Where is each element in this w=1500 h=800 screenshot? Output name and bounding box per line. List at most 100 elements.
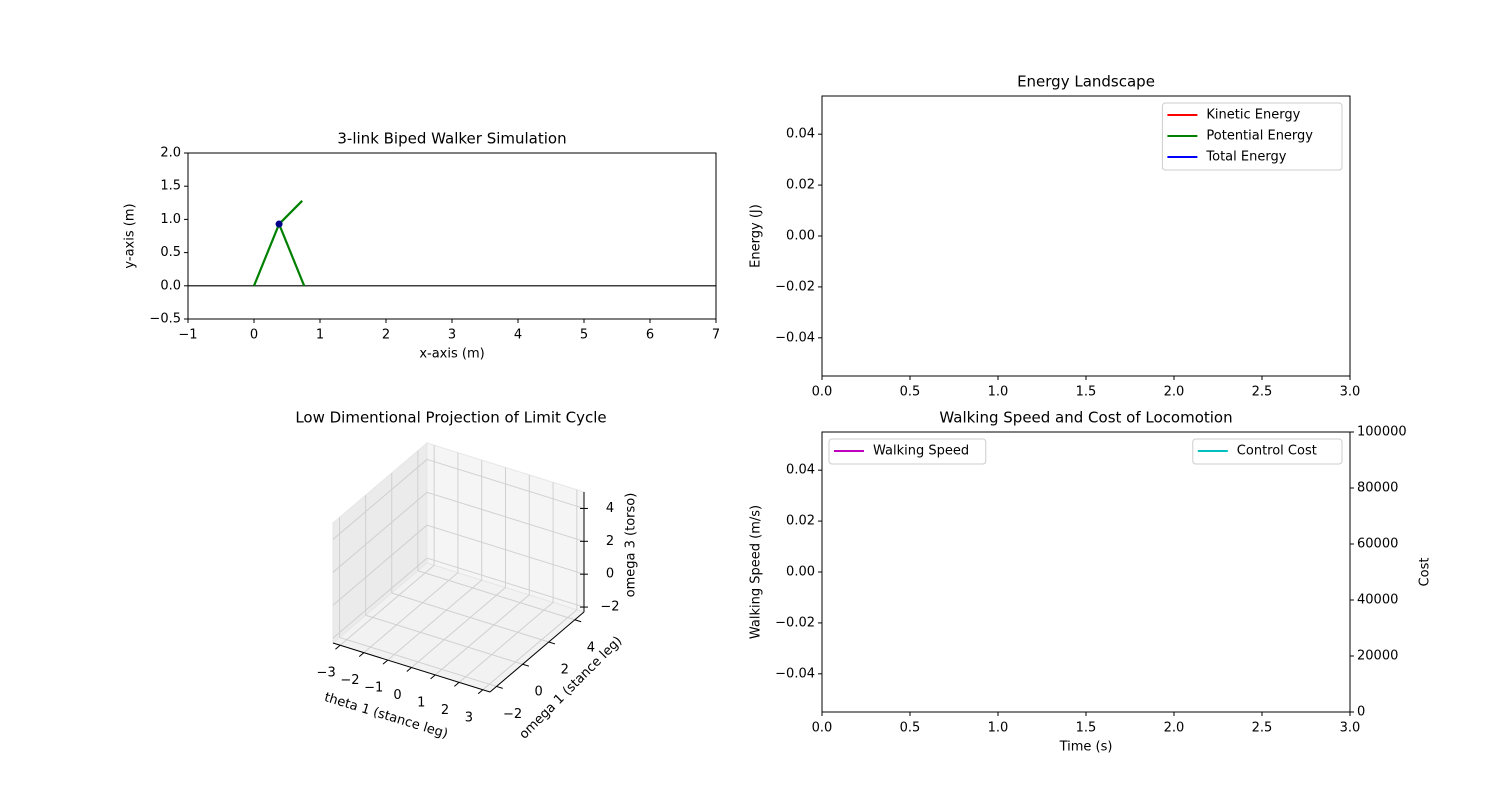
y-tick-label: 0.0 [160, 278, 181, 293]
x-tick-label: −1 [364, 681, 383, 696]
x-tick-label: 2.0 [1164, 721, 1185, 736]
grid-line [411, 587, 506, 668]
grid-line [339, 636, 497, 687]
y-tick-label: 0.04 [786, 127, 815, 142]
grid-line [332, 557, 428, 639]
x-axis-label: x-axis (m) [419, 347, 484, 362]
x-tick-label: 0 [393, 688, 401, 703]
y-tick-label: 2.0 [160, 146, 181, 161]
x-tick-label: 1.5 [1076, 721, 1097, 736]
grid-line [339, 564, 435, 646]
x-tick [477, 689, 484, 695]
y-tick-label: 4 [587, 640, 595, 655]
y-tick [548, 641, 556, 645]
x-tick-label: 2.5 [1252, 721, 1273, 736]
x-tick [358, 652, 365, 658]
y2-tick-label: 100000 [1357, 425, 1407, 440]
series-line [252, 223, 281, 287]
y-tick [522, 663, 530, 667]
legend-box [1192, 438, 1343, 465]
x-tick [454, 681, 460, 687]
y-tick-label: −0.02 [775, 279, 815, 294]
x-tick-label: 1.0 [988, 721, 1009, 736]
x-tick [430, 674, 436, 680]
y-tick-label: 0.02 [786, 178, 815, 193]
y2-tick-label: 0 [1357, 705, 1365, 720]
x-tick-label: 0.0 [812, 721, 833, 736]
grid-line [365, 614, 523, 665]
y-tick-label: 1.0 [160, 212, 181, 227]
x-tick-label: 1 [417, 695, 425, 710]
y2-axis-label: Cost [1418, 558, 1433, 587]
y-axis-line [489, 611, 585, 693]
y2-tick-label: 60000 [1357, 537, 1398, 552]
x-tick-label: 5 [580, 328, 588, 343]
grid-line [391, 592, 549, 643]
y2-tick-label: 20000 [1357, 649, 1398, 664]
axes-frame [821, 431, 1351, 713]
y-tick [496, 685, 503, 689]
x-axis-label: Time (s) [1059, 740, 1113, 755]
x-tick-label: 0.0 [812, 385, 833, 400]
x-tick-label: 2 [441, 703, 449, 718]
legend-label: Total Energy [1205, 150, 1286, 165]
y-tick-label: 0.5 [160, 245, 181, 260]
x-tick-label: 3 [465, 710, 473, 725]
y-axis-label: y-axis (m) [123, 203, 138, 268]
y2-tick-label: 80000 [1357, 481, 1398, 496]
grid-line [426, 458, 585, 509]
z-tick-label: 4 [606, 501, 614, 516]
y-tick [574, 619, 582, 623]
legend-label: Walking Speed [873, 444, 969, 459]
z-axis-label: omega 3 (torso) [624, 493, 639, 598]
x-axis-label: theta 1 (stance leg) [322, 690, 449, 742]
axes-frame [821, 95, 1351, 377]
y-tick-label: 0.04 [786, 463, 815, 478]
y-tick-label: −0.5 [149, 312, 181, 327]
series-line [278, 223, 306, 287]
x-tick-label: −1 [178, 328, 197, 343]
grid-line [482, 609, 578, 691]
chart-title: 3-link Biped Walker Simulation [337, 130, 566, 148]
x-tick [335, 644, 341, 650]
series-line [278, 200, 303, 225]
y-tick-label: 2 [561, 663, 569, 678]
x-tick-label: 1 [316, 328, 324, 343]
y-tick-label: 1.5 [160, 179, 181, 194]
y-axis-label: Energy (J) [749, 204, 764, 268]
x-tick-label: 3 [448, 328, 456, 343]
x-axis-line [332, 642, 491, 693]
x-tick-label: −2 [340, 673, 359, 688]
y-axis-label: Walking Speed (m/s) [749, 505, 764, 639]
legend-label: Potential Energy [1206, 129, 1313, 144]
x-tick-label: 7 [712, 328, 720, 343]
grid-line [426, 491, 585, 542]
y-tick-label: −2 [503, 707, 522, 722]
x-tick-label: 1.0 [988, 385, 1009, 400]
y-tick-label: 0 [534, 685, 542, 700]
y-tick-label: 0.00 [786, 565, 815, 580]
y-tick-label: 0.02 [786, 514, 815, 529]
y-tick-label: −0.04 [775, 666, 815, 681]
x-tick-label: 3.0 [1340, 721, 1361, 736]
grid-line [332, 491, 428, 573]
grid-line [332, 524, 428, 606]
axes-frame [187, 152, 717, 320]
legend-label: Kinetic Energy [1206, 108, 1300, 123]
z-tick-label: −2 [600, 600, 619, 615]
z-tick-label: 2 [606, 534, 614, 549]
grid-line [426, 524, 585, 575]
x-tick [406, 667, 412, 672]
x-tick-label: 4 [514, 328, 522, 343]
legend-box [828, 438, 987, 465]
x-tick-label: 0.5 [900, 721, 921, 736]
grid-line [387, 579, 483, 661]
grid-line [332, 459, 428, 540]
y-tick-label: −0.02 [775, 615, 815, 630]
grid-line [363, 572, 459, 654]
chart-title: Energy Landscape [1017, 73, 1155, 91]
y-tick-label: −0.04 [775, 330, 815, 345]
x-tick-label: −3 [317, 666, 336, 681]
